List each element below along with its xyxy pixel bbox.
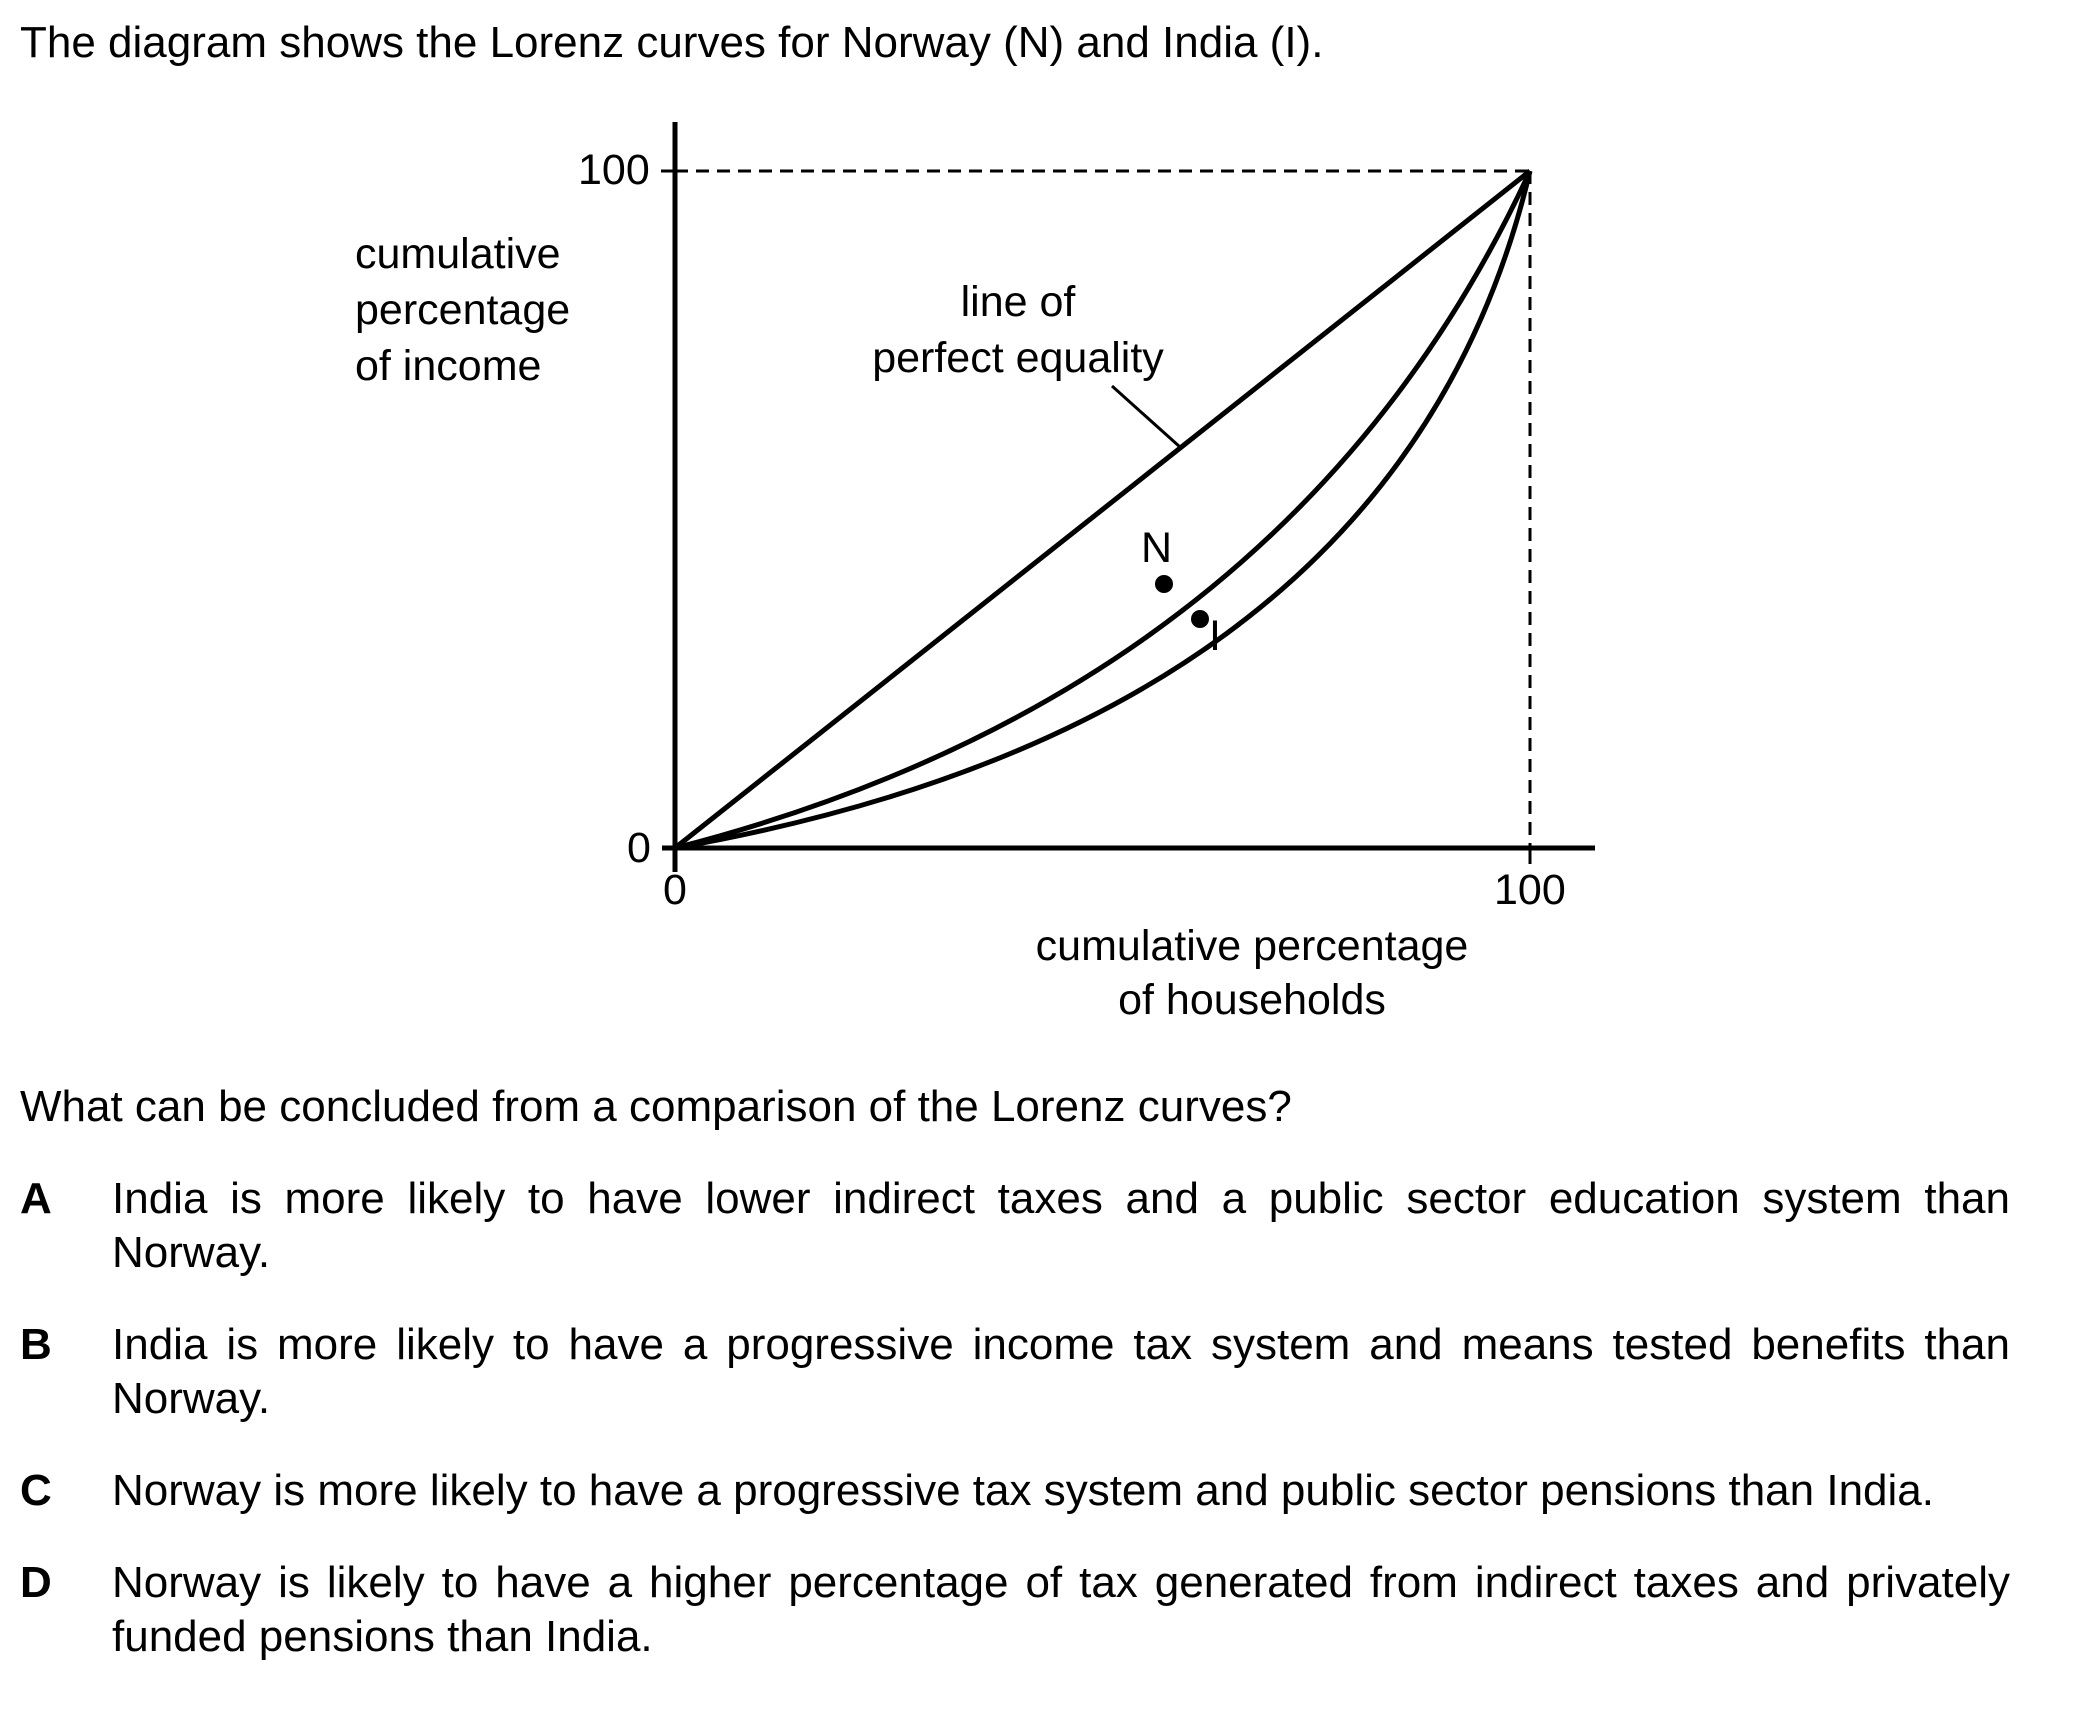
y-axis-label-line-1: cumulative (355, 230, 561, 278)
india-curve (674, 170, 1533, 851)
y-axis-label-line-2: percentage (355, 286, 571, 334)
option-b: B India is more likely to have a progres… (20, 1318, 2010, 1426)
option-d-text: Norway is likely to have a higher percen… (112, 1558, 2010, 1661)
answer-options: A India is more likely to have lower ind… (20, 1172, 2010, 1702)
equality-leader-line (1110, 384, 1182, 449)
norway-point (1155, 575, 1173, 593)
y-axis-label-line-3: of income (355, 342, 542, 390)
y-tick-label-0: 0 (627, 824, 651, 872)
option-d: D Norway is likely to have a higher perc… (20, 1556, 2010, 1664)
option-c-letter: C (20, 1466, 52, 1515)
option-a-letter: A (20, 1174, 52, 1223)
option-a-text: India is more likely to have lower indir… (112, 1174, 2010, 1277)
option-b-text: India is more likely to have a progressi… (112, 1320, 2010, 1423)
x-axis-label-line-1: cumulative percentage (1035, 922, 1469, 970)
option-c-text: Norway is more likely to have a progress… (112, 1466, 1934, 1515)
y-tick-label-100: 100 (578, 146, 650, 194)
norway-curve (674, 169, 1533, 851)
x-tick-label-100: 100 (1494, 866, 1566, 914)
option-a: A India is more likely to have lower ind… (20, 1172, 2010, 1280)
option-b-letter: B (20, 1320, 52, 1369)
intro-text: The diagram shows the Lorenz curves for … (20, 18, 1324, 67)
lorenz-diagram: 100 0 0 100 cumulative percentage of inc… (355, 122, 1595, 1024)
equality-label-line-1: line of (960, 278, 1076, 326)
lorenz-diagram-graphic (661, 122, 1595, 872)
x-tick-label-0: 0 (663, 866, 687, 914)
india-label: I (1209, 612, 1221, 660)
option-c: C Norway is more likely to have a progre… (20, 1464, 2010, 1518)
india-point (1191, 610, 1209, 628)
x-axis-label-line-2: of households (1118, 976, 1386, 1024)
equality-line (673, 169, 1532, 850)
norway-label: N (1141, 524, 1173, 572)
option-d-letter: D (20, 1558, 52, 1607)
equality-label-line-2: perfect equality (872, 334, 1164, 382)
question-text: What can be concluded from a comparison … (20, 1082, 1292, 1131)
